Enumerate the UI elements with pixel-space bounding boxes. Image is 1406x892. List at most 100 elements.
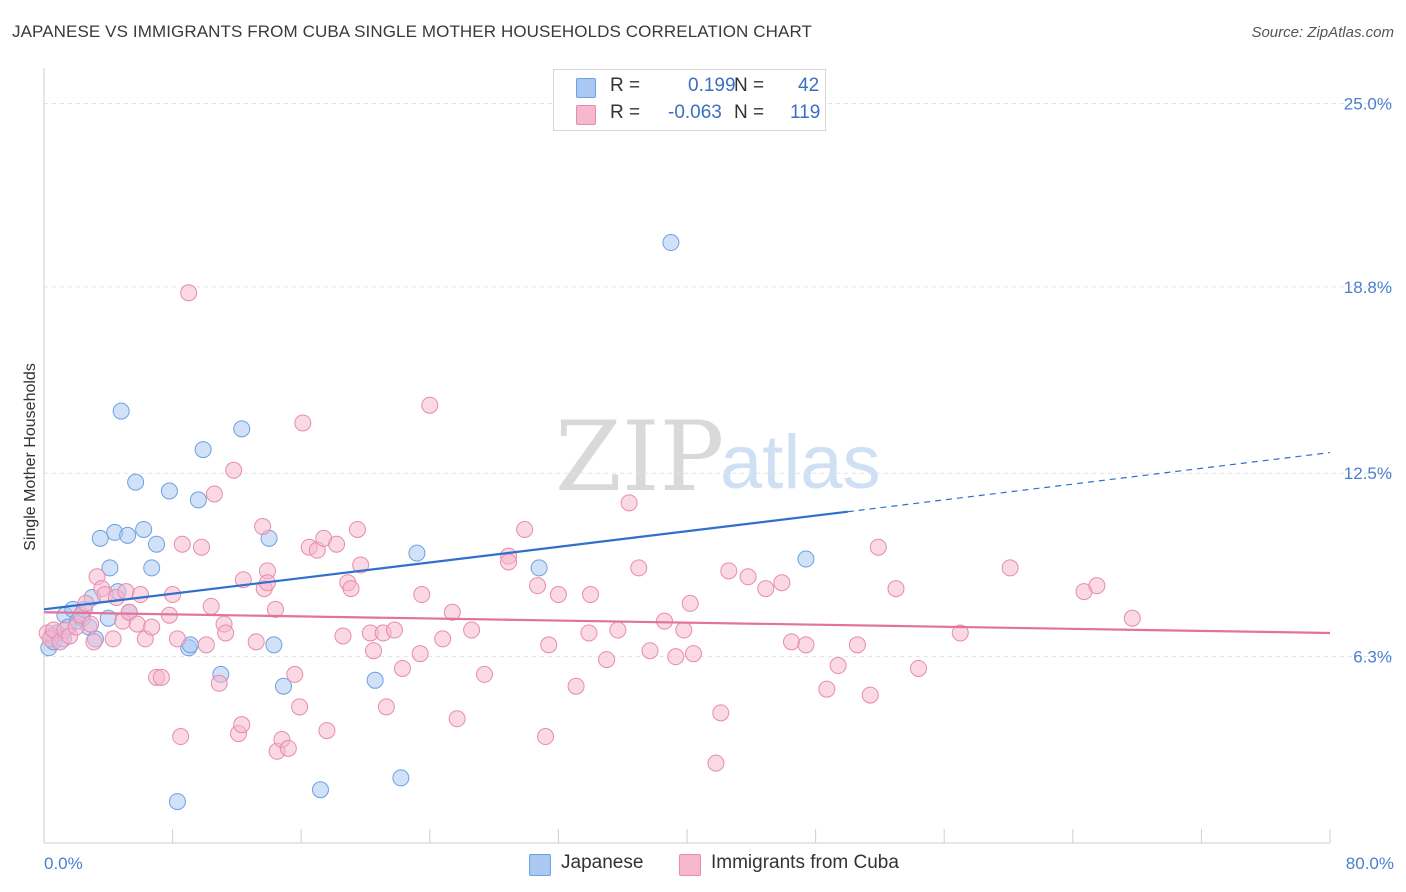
x-tick-label: 80.0% (1346, 854, 1394, 873)
cuba-point (707, 754, 725, 772)
cuba-point (279, 739, 297, 757)
cuba-point (334, 627, 352, 645)
cuba-point (443, 603, 461, 621)
cuba-point (712, 704, 730, 722)
japanese-point (392, 769, 410, 787)
legend: R = 0.199 N = 42 R = -0.063 N = 119 (553, 69, 826, 131)
japanese-point (408, 544, 426, 562)
cuba-point (1001, 559, 1019, 577)
japanese-point (311, 781, 329, 799)
cuba-point (348, 520, 366, 538)
cuba-point (342, 580, 360, 598)
cuba-point (1088, 577, 1106, 595)
japanese-point (168, 793, 186, 811)
japanese-point (127, 473, 145, 491)
cuba-point (247, 633, 265, 651)
legend-n-label: N = (734, 75, 765, 96)
japanese-point (143, 559, 161, 577)
cuba-point (582, 586, 600, 604)
watermark: ZIP atlas (555, 401, 881, 513)
x-tick-label: 0.0% (44, 854, 83, 873)
y-axis-label: Single Mother Households (22, 363, 39, 551)
cuba-point (681, 594, 699, 612)
legend-swatch-cuba (576, 105, 596, 125)
cuba-point (667, 648, 685, 666)
cuba-point (684, 645, 702, 663)
cuba-point (641, 642, 659, 660)
cuba-point (475, 665, 493, 683)
japanese-point (101, 559, 119, 577)
cuba-point (720, 562, 738, 580)
legend-n-value: 119 (790, 102, 821, 123)
cuba-point (630, 559, 648, 577)
japanese-point (530, 559, 548, 577)
data-points (38, 234, 1141, 811)
cuba-point (197, 636, 215, 654)
japanese-point (797, 550, 815, 568)
cuba-point (773, 574, 791, 592)
cuba-point (529, 577, 547, 595)
japanese-point (91, 529, 109, 547)
cuba-point (909, 659, 927, 677)
cuba-point (377, 698, 395, 716)
japanese-point (148, 535, 166, 553)
japanese-point (135, 520, 153, 538)
cuba-point (172, 728, 190, 746)
cuba-point (869, 538, 887, 556)
cuba-point (104, 630, 122, 648)
cuba-point (598, 651, 616, 669)
y-tick-labels: 6.3% 12.5% 18.8% 25.0% (1344, 94, 1392, 666)
cuba-point (318, 722, 336, 740)
y-tick-label: 6.3% (1353, 648, 1392, 667)
trend-lines (43, 451, 1331, 635)
cuba-point (421, 396, 439, 414)
cuba-point (352, 556, 370, 574)
cuba-point (567, 677, 585, 695)
cuba-point (580, 624, 598, 642)
cuba-point (782, 633, 800, 651)
watermark-atlas: atlas (720, 420, 881, 505)
watermark-zip: ZIP (555, 401, 724, 513)
cuba-point (620, 494, 638, 512)
y-tick-label: 12.5% (1344, 464, 1392, 483)
cuba-point (537, 728, 555, 746)
cuba-point (210, 674, 228, 692)
cuba-point (385, 621, 403, 639)
cuba-point (609, 621, 627, 639)
cuba-point (365, 642, 383, 660)
japanese-point (275, 677, 293, 695)
y-tick-label: 18.8% (1344, 278, 1392, 297)
cuba-point (205, 485, 223, 503)
cuba-point (818, 680, 836, 698)
cuba-point (1123, 609, 1141, 627)
y-tick-label: 25.0% (1344, 94, 1392, 113)
axes (43, 68, 1331, 844)
cuba-point (152, 668, 170, 686)
cuba-point (117, 583, 135, 601)
legend-n-value: 42 (798, 75, 820, 96)
cuba-point (85, 633, 103, 651)
legend-r-label: R = (610, 102, 641, 123)
legend-r-value: -0.063 (668, 102, 722, 123)
legend-r-label: R = (610, 75, 641, 96)
japanese-point (233, 420, 251, 438)
cuba-point (286, 665, 304, 683)
japanese-point (366, 671, 384, 689)
cuba-point (549, 586, 567, 604)
legend-swatch-japanese (576, 78, 596, 98)
cuba-point (168, 630, 186, 648)
cuba-point (131, 586, 149, 604)
x-tick-labels: 0.0% 80.0% (44, 854, 1394, 873)
cuba-trend-line (43, 611, 1331, 635)
cuba-point (516, 520, 534, 538)
cuba-point (413, 586, 431, 604)
bottom-legend-label-japanese: Japanese (561, 852, 644, 873)
source-label: Source: ZipAtlas.com (1251, 24, 1394, 41)
bottom-legend-swatch-japanese (529, 854, 551, 876)
cuba-point (463, 621, 481, 639)
bottom-legend-label-cuba: Immigrants from Cuba (711, 852, 899, 873)
cuba-point (217, 624, 235, 642)
cuba-point (393, 659, 411, 677)
bottom-legend-swatch-cuba (679, 854, 701, 876)
